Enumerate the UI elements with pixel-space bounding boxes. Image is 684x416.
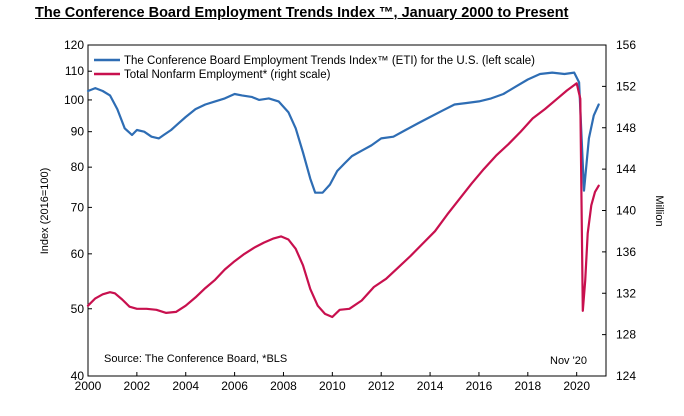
- left-y-tick-label: 70: [71, 200, 85, 214]
- x-tick-label: 2002: [124, 379, 151, 393]
- plot-area: [87, 44, 607, 377]
- x-tick-label: 2008: [270, 379, 297, 393]
- right-y-tick-label: 156: [616, 38, 636, 52]
- right-y-tick-label: 124: [616, 369, 636, 383]
- left-y-tick-label: 50: [71, 302, 85, 316]
- right-y-tick-label: 148: [616, 121, 636, 135]
- right-y-tick-label: 152: [616, 79, 636, 93]
- left-y-tick-label: 120: [64, 38, 84, 52]
- x-axis: 2000 2002 2004 2006 2008 2010 2012 2014 2016 2018…: [75, 372, 590, 393]
- left-y-tick-label: 90: [71, 125, 85, 139]
- eti-series-line: [86, 71, 600, 194]
- right-y-tick-label: 136: [616, 245, 636, 259]
- source-note: Source: The Conference Board, *BLS: [104, 353, 287, 365]
- series-lines: [86, 71, 600, 319]
- left-y-axis: 40 50 60 70 80 90 100 110 120: [64, 38, 92, 383]
- left-y-tick-label: 110: [65, 64, 84, 78]
- x-tick-label: 2020: [563, 379, 590, 393]
- right-axis-label: Million: [653, 195, 665, 226]
- x-tick-label: 2004: [172, 379, 199, 393]
- chart-title: The Conference Board Employment Trends I…: [35, 5, 569, 21]
- date-note: Nov '20: [550, 355, 587, 367]
- right-y-tick-label: 132: [616, 286, 636, 300]
- left-y-tick-label: 80: [71, 160, 85, 174]
- right-y-tick-label: 144: [616, 162, 636, 176]
- x-tick-label: 2000: [75, 379, 102, 393]
- left-y-tick-label: 100: [64, 93, 84, 107]
- left-y-tick-label: 40: [71, 369, 85, 383]
- x-tick-label: 2016: [466, 379, 493, 393]
- legend-label-nonfarm: Total Nonfarm Employment* (right scale): [124, 69, 331, 81]
- x-tick-label: 2010: [319, 379, 346, 393]
- x-tick-label: 2012: [368, 379, 395, 393]
- legend: The Conference Board Employment Trends I…: [94, 55, 535, 81]
- left-y-tick-label: 60: [71, 247, 85, 261]
- nonfarm-series-line: [86, 82, 600, 319]
- x-tick-label: 2018: [514, 379, 541, 393]
- legend-label-eti: The Conference Board Employment Trends I…: [124, 55, 535, 67]
- left-axis-label: Index (2016=100): [39, 168, 51, 255]
- x-tick-label: 2014: [417, 379, 444, 393]
- right-y-axis: 124 128 132 136 140 144 148 152 156: [602, 38, 636, 383]
- x-tick-label: 2006: [221, 379, 248, 393]
- right-y-tick-label: 140: [616, 204, 636, 218]
- right-y-tick-label: 128: [616, 328, 636, 342]
